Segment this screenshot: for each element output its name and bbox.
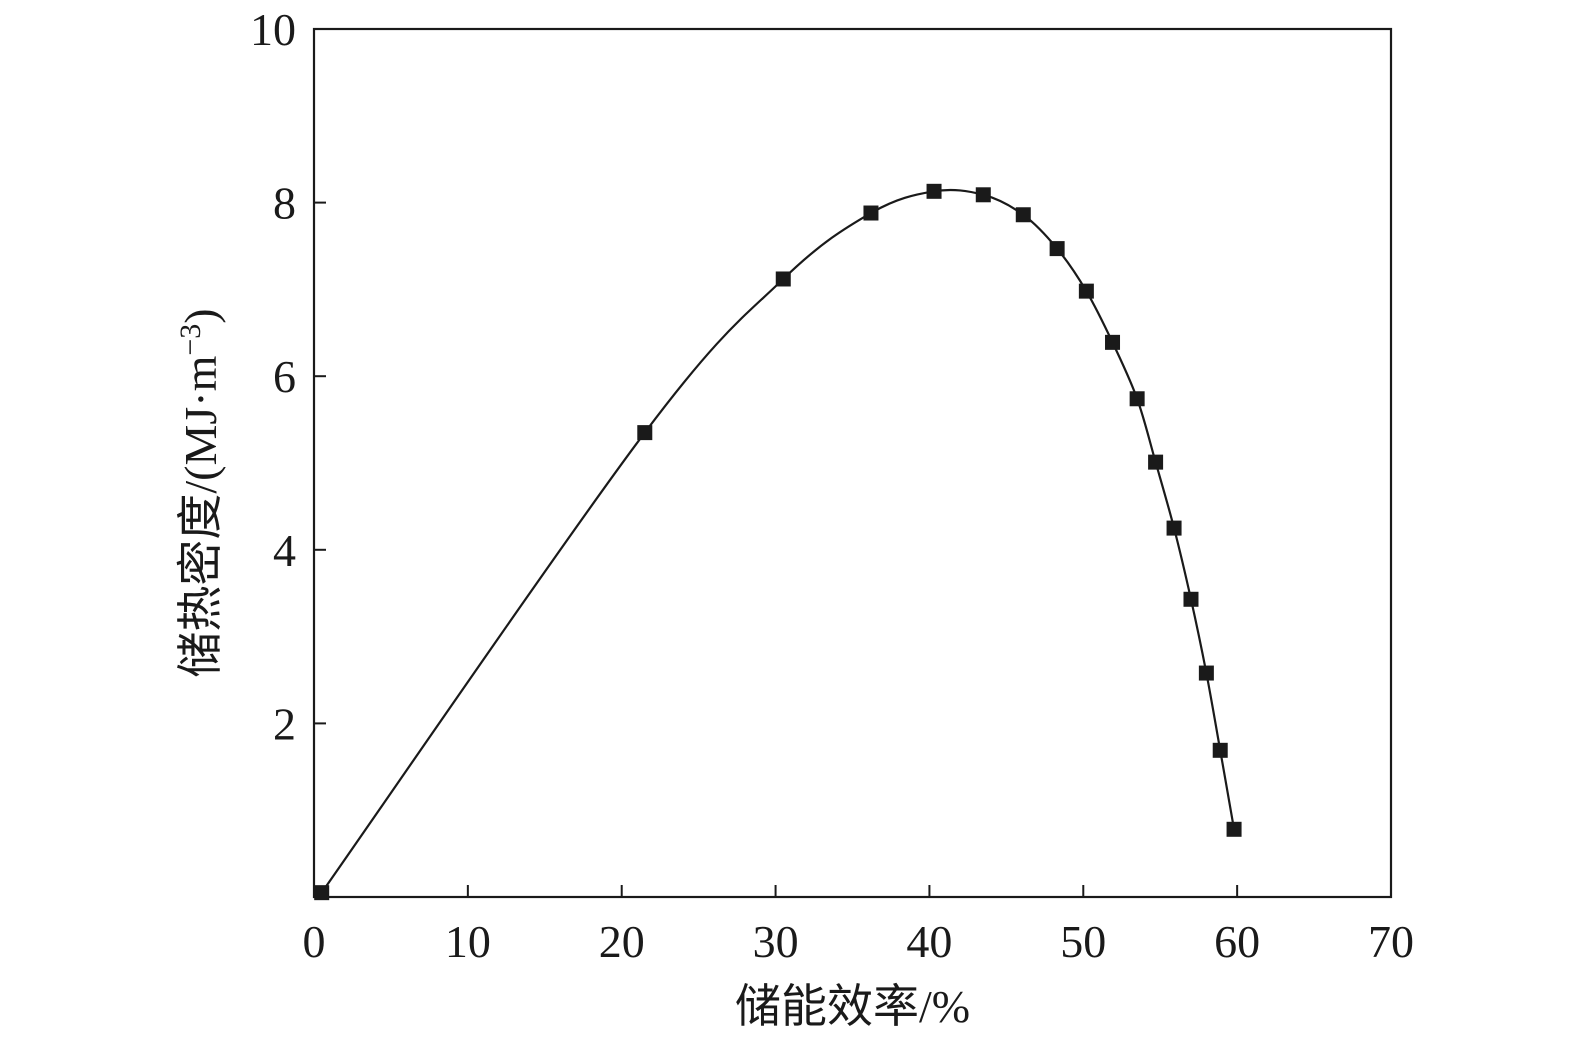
x-tick-label: 50 (1060, 916, 1106, 967)
data-point-marker (1105, 334, 1121, 350)
x-tick-label: 10 (445, 916, 491, 967)
data-point-marker (1049, 241, 1065, 257)
data-point-marker (1166, 520, 1182, 536)
y-tick-label: 4 (273, 525, 296, 576)
data-point-marker (863, 205, 879, 221)
y-tick-label: 6 (273, 351, 296, 402)
y-axis-title: 储热密度/(MJ·m−3) (174, 308, 227, 677)
x-tick-label: 60 (1214, 916, 1260, 967)
plot-frame (312, 27, 1393, 899)
data-point-marker (775, 271, 791, 287)
x-tick-label: 70 (1368, 916, 1414, 967)
y-tick-label: 10 (250, 4, 296, 55)
data-point-marker (637, 425, 653, 441)
y-axis-title-main: 储热密度/(MJ·m (175, 355, 226, 677)
data-point-marker (1183, 591, 1199, 607)
data-point-marker (1148, 454, 1164, 470)
x-tick-label: 0 (303, 916, 326, 967)
x-tick-label: 30 (753, 916, 799, 967)
ticks-layer: 0 10 20 30 40 50 60 70 2 4 6 8 10 (250, 4, 1414, 967)
data-point-marker (926, 183, 942, 199)
data-point-marker (1198, 665, 1214, 681)
data-point-marker (1226, 821, 1242, 837)
data-point-marker (1078, 283, 1094, 299)
data-point-marker (1129, 391, 1145, 407)
x-tick-label: 40 (906, 916, 952, 967)
y-tick-label: 8 (273, 178, 296, 229)
y-axis-title-superscript: −3 (174, 324, 207, 356)
markers-layer (314, 183, 1242, 901)
series-curve (320, 188, 1236, 894)
x-axis-title: 储能效率/% (735, 981, 970, 1032)
data-point-marker (1212, 742, 1228, 758)
data-point-marker (975, 187, 991, 203)
y-tick-label: 2 (273, 698, 296, 749)
y-axis-title-close: ) (175, 308, 226, 323)
x-tick-label: 20 (599, 916, 645, 967)
data-point-marker (1015, 207, 1031, 223)
